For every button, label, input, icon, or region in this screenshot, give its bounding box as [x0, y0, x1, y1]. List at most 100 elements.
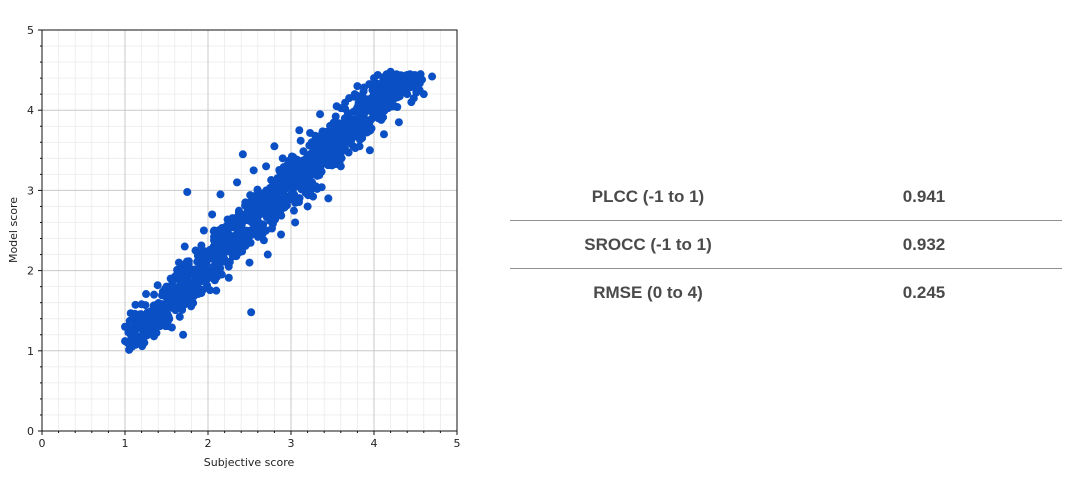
scatter-point — [125, 341, 134, 350]
scatter-point — [283, 165, 292, 174]
scatter-point — [154, 320, 163, 329]
scatter-point — [176, 278, 185, 287]
y-tick-label: 2 — [27, 265, 34, 278]
scatter-point — [175, 312, 184, 321]
scatter-point — [384, 73, 393, 82]
scatter-point — [305, 161, 314, 170]
scatter-point — [396, 86, 405, 95]
scatter-point — [130, 309, 139, 318]
scatter-chart: 0 1 2 3 4 5 0 1 2 3 4 5 Subjective score Model scor… — [7, 24, 461, 469]
scatter-point — [133, 338, 142, 347]
scatter-point — [246, 191, 255, 200]
scatter-point — [374, 114, 383, 123]
scatter-point — [282, 194, 291, 203]
scatter-point — [253, 226, 262, 235]
scatter-point — [340, 134, 349, 143]
scatter-point — [347, 127, 356, 136]
scatter-point — [197, 241, 206, 250]
scatter-point — [202, 268, 211, 277]
scatter-point — [203, 281, 212, 290]
scatter-point — [324, 194, 333, 203]
scatter-point — [411, 75, 420, 84]
scatter-point — [216, 190, 225, 199]
scatter-point — [224, 273, 233, 282]
scatter-point — [365, 146, 374, 155]
scatter-point — [179, 330, 188, 339]
scatter-point — [386, 67, 395, 76]
scatter-point — [349, 142, 358, 151]
scatter-point — [340, 124, 349, 133]
scatter-point — [291, 198, 300, 207]
scatter-point — [142, 290, 151, 299]
scatter-point — [390, 102, 399, 111]
scatter-point — [153, 281, 162, 290]
scatter-point — [208, 210, 217, 219]
scatter-point — [329, 150, 338, 159]
scatter-point — [134, 324, 143, 333]
x-tick-label: 5 — [454, 437, 461, 450]
scatter-point — [164, 322, 173, 331]
scatter-point — [121, 337, 129, 346]
metric-row-plcc: PLCC (-1 to 1) 0.941 — [510, 173, 1062, 220]
scatter-point — [337, 143, 346, 152]
y-tick-label: 4 — [27, 104, 34, 117]
scatter-point — [289, 206, 298, 215]
metric-value-srocc: 0.932 — [902, 234, 946, 254]
scatter-point — [268, 182, 277, 191]
scatter-point — [326, 137, 335, 146]
scatter-point — [303, 176, 312, 185]
metric-label-plcc: PLCC (-1 to 1) — [591, 186, 705, 206]
scatter-point — [340, 118, 349, 127]
scatter-point — [199, 226, 208, 235]
scatter-point — [310, 169, 319, 178]
y-tick-label: 1 — [27, 345, 34, 358]
scatter-point — [182, 257, 191, 266]
scatter-point — [394, 71, 403, 80]
metric-label-rmse: RMSE (0 to 4) — [593, 282, 703, 302]
scatter-point — [198, 261, 207, 270]
scatter-point — [277, 230, 286, 239]
scatter-point — [332, 102, 341, 111]
scatter-point — [262, 226, 271, 235]
scatter-point — [232, 224, 241, 233]
scatter-point — [291, 218, 300, 227]
scatter-point — [274, 186, 283, 195]
scatter-point — [350, 120, 359, 129]
scatter-point — [215, 249, 224, 258]
scatter-point — [311, 131, 320, 140]
scatter-point — [394, 118, 403, 127]
scatter-point — [257, 190, 266, 199]
scatter-point — [278, 154, 287, 163]
scatter-point — [343, 109, 352, 118]
scatter-point — [245, 227, 254, 236]
scatter-point — [277, 211, 286, 220]
scatter-point — [177, 271, 186, 280]
scatter-point — [137, 300, 146, 309]
scatter-point — [357, 126, 366, 135]
scatter-point — [356, 135, 365, 144]
scatter-point — [273, 174, 282, 183]
scatter-point — [303, 202, 312, 211]
x-tick-label: 1 — [122, 437, 129, 450]
grid — [42, 30, 457, 431]
plot-frame — [41, 29, 458, 432]
scatter-point — [241, 198, 250, 207]
scatter-point — [237, 242, 246, 251]
y-tick-label: 3 — [27, 184, 34, 197]
scatter-point — [162, 282, 171, 291]
scatter-point — [177, 265, 186, 274]
scatter-point — [178, 305, 187, 314]
scatter-point — [233, 178, 242, 187]
scatter-point — [336, 162, 345, 171]
scatter-point — [352, 91, 361, 100]
scatter-point — [195, 270, 204, 279]
scatter-point — [361, 98, 370, 107]
scatter-point — [220, 234, 229, 243]
scatter-point — [353, 82, 362, 91]
scatter-point — [180, 242, 189, 251]
scatter-point — [369, 90, 378, 99]
axes: 0 1 2 3 4 5 0 1 2 3 4 5 — [27, 24, 461, 450]
scatter-point — [129, 330, 138, 339]
metric-value-plcc: 0.941 — [902, 186, 946, 206]
scatter-point — [403, 90, 412, 99]
